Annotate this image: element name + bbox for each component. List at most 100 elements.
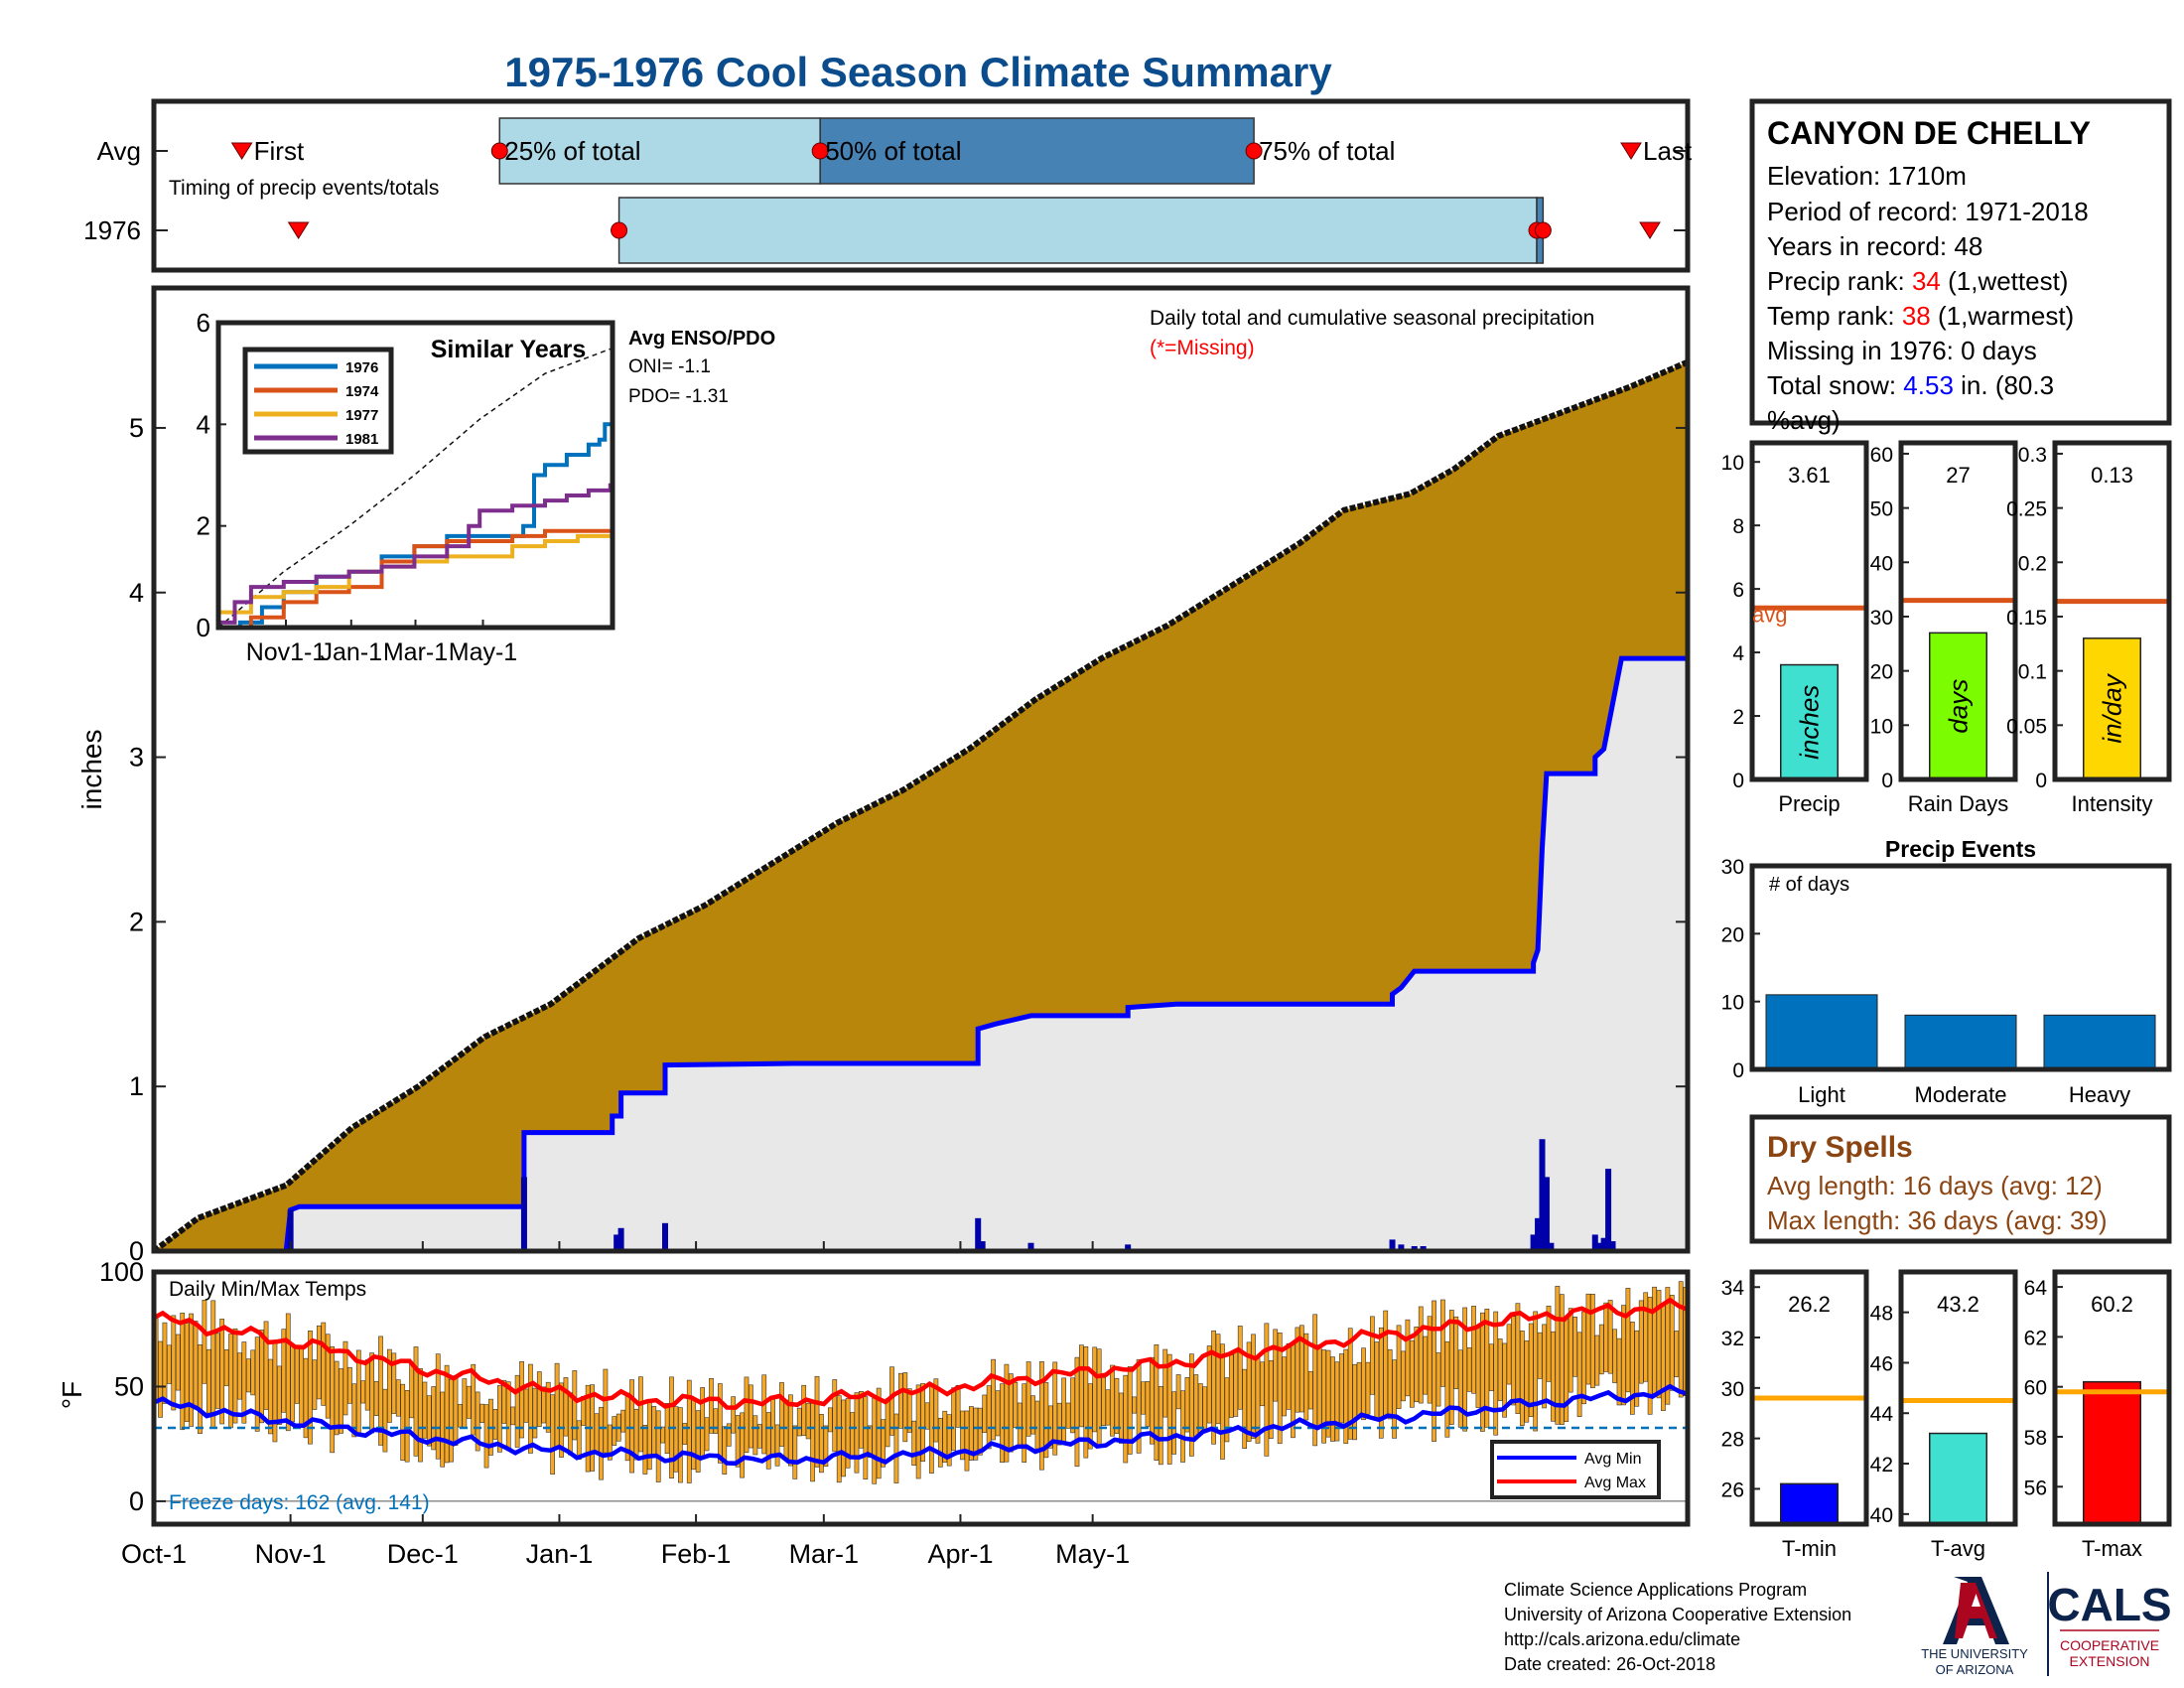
summary-rain-days-ytick-label-6: 60	[1870, 444, 1893, 467]
summary-precip-unit: inches	[1795, 685, 1825, 760]
daily-temp-bar-289	[1427, 1316, 1433, 1404]
station-period: Period of record: 1971-2018	[1767, 197, 2089, 226]
daily-temp-bar-229	[1162, 1348, 1168, 1418]
oni-value: ONI= -1.1	[628, 356, 711, 377]
temp-t-min-value: 26.2	[1788, 1292, 1831, 1317]
daily-temp-bar-321	[1568, 1308, 1573, 1393]
temp-t-min-ytick-label-0: 26	[1721, 1478, 1744, 1501]
daily-temp-bar-287	[1418, 1306, 1424, 1404]
daily-temp-bar-334	[1625, 1288, 1631, 1393]
daily-temp-bar-150	[814, 1375, 820, 1468]
daily-temp-bar-156	[841, 1399, 847, 1477]
summary-precip-ytick-label-1: 2	[1732, 706, 1744, 729]
daily-precip-bar-14	[1535, 1217, 1542, 1251]
daily-temp-bar-56	[400, 1383, 406, 1462]
temp-t-max-panel: 60.2 56 58 60 62 64 T-max	[2024, 1269, 2172, 1561]
temp-t-avg-ytick-label-4: 48	[1870, 1303, 1893, 1326]
daily-temp-bar-145	[792, 1425, 798, 1479]
daily-temp-bar-228	[1158, 1385, 1163, 1466]
dry-frame	[1749, 1114, 2172, 1244]
daily-precip-bar-17	[1548, 1242, 1555, 1251]
daily-temp-bar-243	[1224, 1377, 1230, 1443]
inset-legend-label-1974: 1974	[345, 383, 379, 400]
daily-precip-bar-10	[1398, 1244, 1405, 1251]
summary-rain-days-ytick-label-5: 50	[1870, 498, 1893, 521]
daily-temp-bar-69	[458, 1404, 463, 1428]
dry-title: Dry Spells	[1767, 1131, 1913, 1164]
daily-temp-bar-230	[1166, 1353, 1172, 1465]
daily-temp-bar-310	[1519, 1331, 1525, 1427]
daily-temp-bar-274	[1361, 1347, 1366, 1421]
daily-temp-bar-78	[496, 1385, 502, 1453]
daily-temp-bar-329	[1603, 1302, 1609, 1372]
daily-temp-bar-232	[1175, 1374, 1181, 1410]
daily-temp-bar-159	[854, 1392, 860, 1474]
temp-t-min-ytick-label-1: 28	[1721, 1429, 1744, 1452]
temp-t-min-ytick-label-2: 30	[1721, 1378, 1744, 1401]
avg-min-line	[153, 1383, 1689, 1467]
daily-temp-bar-220	[1123, 1374, 1129, 1464]
daily-precip-bar-4	[662, 1222, 668, 1251]
temp-t-max-frame	[2052, 1269, 2172, 1527]
summary-precip-frame	[1749, 440, 1869, 782]
footer-line-4: Date created: 26-Oct-2018	[1504, 1654, 1715, 1674]
snow-value: 4.53	[1903, 370, 1954, 400]
temp-rank-label: Temp rank:	[1767, 301, 1902, 331]
daily-temp-bar-246	[1237, 1326, 1243, 1410]
daily-temp-bar-284	[1405, 1319, 1411, 1397]
daily-temp-bar-194	[1008, 1373, 1014, 1453]
daily-temp-bar-102	[603, 1368, 609, 1454]
temp-t-min-panel: 26.2 26 28 30 32 34 T-min	[1721, 1269, 1869, 1561]
daily-temp-bar-6	[180, 1313, 186, 1431]
y1976-box-25-50	[617, 197, 1538, 264]
summary-precip-bar	[1780, 663, 1839, 780]
main-ytick-label-1: 1	[129, 1071, 144, 1101]
summary-precip-ytick-label-5: 10	[1721, 452, 1744, 475]
daily-temp-bar-38	[321, 1322, 327, 1406]
daily-temp-bar-248	[1246, 1341, 1252, 1442]
daily-temp-bar-110	[638, 1376, 643, 1453]
summary-intensity-ytick-label-3: 0.15	[2006, 607, 2047, 630]
summary-rain-days-ytick-label-1: 10	[1870, 715, 1893, 738]
daily-temp-bar-75	[483, 1404, 489, 1469]
daily-temp-bar-266	[1325, 1349, 1331, 1438]
daily-temp-bar-167	[889, 1366, 894, 1436]
events-frame	[1749, 863, 2172, 1072]
daily-temp-bar-222	[1132, 1396, 1138, 1414]
daily-temp-bar-263	[1312, 1314, 1318, 1447]
daily-temp-bar-319	[1559, 1294, 1565, 1425]
daily-temp-bar-254	[1273, 1329, 1279, 1402]
daily-temp-bar-53	[387, 1348, 392, 1423]
summary-bar-panels: 3.61 0 2 4 6 8 10 Precip inches avg 27 0 10 20 30 40 50 6…	[1721, 440, 2172, 816]
timing-panel: Avg 1976 Timing of precip events/totals …	[83, 98, 1693, 273]
daily-temp-bar-28	[277, 1365, 282, 1426]
timing-label-50: 50% of total	[825, 136, 961, 166]
daily-temp-bar-225	[1145, 1380, 1151, 1427]
inset-legend-label-1981: 1981	[345, 431, 378, 448]
inset-title: Similar Years	[431, 336, 587, 363]
snow-line: Total snow: 4.53 in. (80.3	[1767, 370, 2054, 400]
daily-temp-bar-208	[1070, 1377, 1075, 1434]
daily-temp-bar-233	[1180, 1390, 1185, 1463]
temp-ytick-label-2: 100	[99, 1257, 144, 1287]
inset-xtick-label-3: May-1	[449, 638, 517, 666]
station-missing: Missing in 1976: 0 days	[1767, 336, 2037, 365]
daily-temp-bar-10	[198, 1344, 203, 1435]
daily-temp-bar-26	[268, 1358, 273, 1435]
daily-temp-bar-16	[223, 1348, 229, 1386]
daily-temp-bar-9	[193, 1321, 199, 1410]
daily-temp-bar-124	[700, 1387, 705, 1459]
daily-temp-bar-138	[761, 1374, 767, 1455]
daily-temp-bar-178	[937, 1417, 943, 1468]
temp-t-max-label: T-max	[2082, 1536, 2142, 1561]
events-ytick-label-1: 10	[1721, 992, 1744, 1015]
summary-intensity-ytick-label-4: 0.2	[2018, 552, 2047, 575]
precip-events-panel: Precip Events Light Moderate Heavy0102030 …	[1721, 836, 2172, 1107]
summary-rain-days-value: 27	[1946, 463, 1970, 488]
summary-precip-ytick-label-3: 6	[1732, 579, 1744, 602]
summary-precip-value: 3.61	[1788, 463, 1831, 488]
daily-temp-bar-185	[969, 1406, 974, 1461]
events-ylabel: # of days	[1769, 874, 1849, 896]
daily-temp-bar-251	[1260, 1361, 1265, 1407]
